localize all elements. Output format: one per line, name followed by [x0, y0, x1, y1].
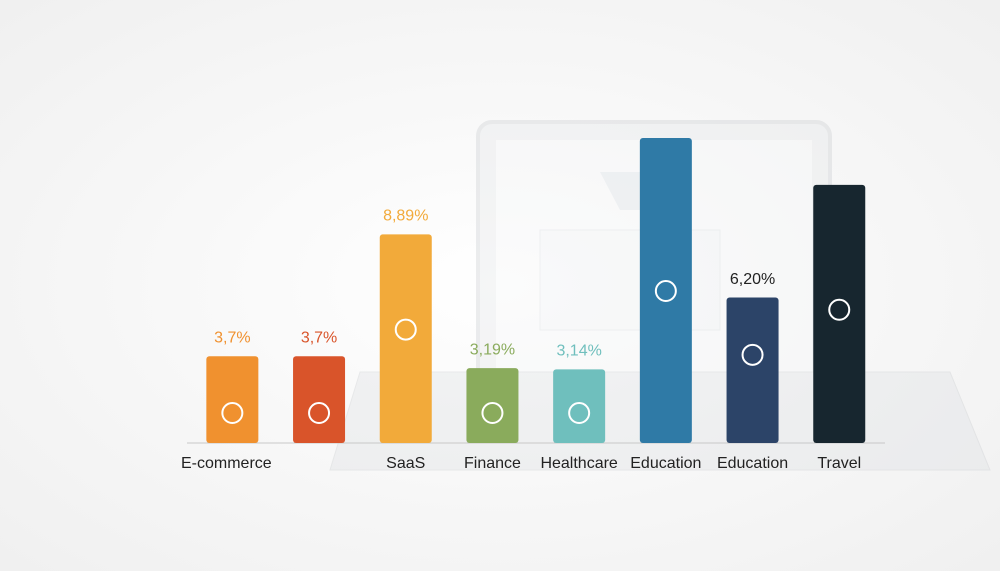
bar-icon	[394, 318, 417, 341]
bar	[639, 138, 692, 443]
bar	[466, 368, 519, 443]
bar-icon	[741, 343, 764, 366]
bar	[206, 356, 259, 443]
bar-icon	[481, 402, 504, 424]
x-tick-label: Finance	[464, 455, 521, 472]
bar	[726, 297, 779, 443]
bar	[293, 356, 346, 443]
value-label: 8,89%	[383, 208, 428, 225]
value-label: 3,7%	[301, 329, 337, 346]
value-label: 3,7%	[214, 329, 250, 346]
value-label: 3,19%	[470, 341, 515, 358]
x-tick-label: E-commerce	[181, 455, 272, 472]
x-tick-label: Healthcare	[540, 455, 617, 472]
value-label: 3,14%	[556, 343, 601, 360]
bar	[813, 184, 866, 443]
bar	[553, 369, 606, 443]
bar-icon	[568, 402, 591, 424]
bar-icon	[654, 280, 677, 302]
value-label: 6,20%	[730, 271, 775, 288]
bar-icon	[308, 402, 331, 424]
bar-icon	[828, 298, 851, 321]
bar-icon	[221, 402, 244, 424]
x-tick-label: Education	[630, 455, 701, 472]
x-tick-label: SaaS	[386, 455, 425, 472]
x-tick-label: Education	[717, 455, 788, 472]
x-tick-label: Travel	[817, 455, 861, 472]
